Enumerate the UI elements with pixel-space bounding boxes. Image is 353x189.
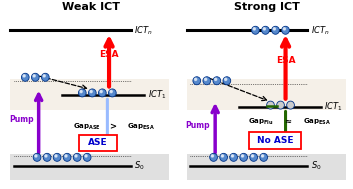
Circle shape [267,101,274,109]
Circle shape [213,77,221,85]
FancyBboxPatch shape [10,154,169,180]
Circle shape [78,89,86,97]
Text: ESA: ESA [99,50,119,59]
Text: $\mathbf{Gap_{Flu}}$: $\mathbf{Gap_{Flu}}$ [247,117,273,127]
Title: Weak ICT: Weak ICT [62,2,120,12]
Circle shape [23,75,25,77]
Circle shape [253,28,255,30]
Text: Pump: Pump [186,121,210,130]
Circle shape [263,28,265,30]
Title: Strong ICT: Strong ICT [234,2,300,12]
Circle shape [203,77,211,85]
Text: $S_0$: $S_0$ [134,160,145,172]
Text: $\mathbf{>}$: $\mathbf{>}$ [108,122,118,132]
Text: $ICT_1$: $ICT_1$ [324,101,343,113]
Circle shape [223,77,231,85]
Circle shape [65,155,67,157]
Circle shape [108,89,116,97]
Circle shape [277,101,285,109]
Circle shape [100,90,102,93]
Circle shape [287,101,294,109]
Circle shape [225,78,227,81]
Circle shape [211,155,214,157]
Text: Pump: Pump [9,115,34,124]
Circle shape [271,26,279,34]
Circle shape [53,153,61,161]
Circle shape [210,153,217,161]
Circle shape [31,73,39,81]
Circle shape [45,155,47,157]
Text: $\mathbf{Gap_{ASE}}$: $\mathbf{Gap_{ASE}}$ [73,122,101,132]
FancyBboxPatch shape [187,154,346,180]
Circle shape [283,28,286,30]
FancyBboxPatch shape [187,79,346,110]
Circle shape [35,155,37,157]
Circle shape [250,153,257,161]
Text: ASE: ASE [88,138,108,147]
Text: $\mathbf{\approx}$: $\mathbf{\approx}$ [283,117,293,126]
FancyBboxPatch shape [79,135,118,151]
Circle shape [231,155,234,157]
Text: $S_0$: $S_0$ [311,160,321,172]
Circle shape [80,90,82,93]
Circle shape [22,73,29,81]
Text: $ICT_n$: $ICT_n$ [311,24,329,36]
Circle shape [90,90,92,93]
Circle shape [85,155,87,157]
Circle shape [241,155,244,157]
Circle shape [204,78,207,81]
Circle shape [195,78,197,81]
Text: $ICT_1$: $ICT_1$ [148,88,166,101]
Circle shape [43,75,45,77]
Circle shape [193,77,201,85]
Circle shape [260,153,268,161]
Circle shape [75,155,77,157]
FancyBboxPatch shape [10,79,169,110]
Circle shape [98,89,106,97]
Text: $\mathbf{Gap_{ESA}}$: $\mathbf{Gap_{ESA}}$ [127,122,155,132]
Circle shape [240,153,247,161]
Circle shape [41,73,49,81]
Circle shape [55,155,57,157]
Text: ESA: ESA [276,56,295,65]
Circle shape [220,153,227,161]
Circle shape [221,155,223,157]
Circle shape [33,75,35,77]
Circle shape [33,153,41,161]
Circle shape [83,153,91,161]
Circle shape [43,153,51,161]
Circle shape [252,26,259,34]
Circle shape [73,153,81,161]
Circle shape [282,26,289,34]
Circle shape [215,78,217,81]
Circle shape [262,26,269,34]
Text: No ASE: No ASE [257,136,293,145]
Circle shape [63,153,71,161]
Text: $\mathbf{Gap_{ESA}}$: $\mathbf{Gap_{ESA}}$ [303,117,331,127]
Circle shape [251,155,253,157]
FancyBboxPatch shape [249,132,301,149]
Circle shape [273,28,275,30]
Circle shape [230,153,238,161]
Text: $ICT_n$: $ICT_n$ [134,24,153,36]
Circle shape [89,89,96,97]
Circle shape [110,90,112,93]
Circle shape [262,155,264,157]
